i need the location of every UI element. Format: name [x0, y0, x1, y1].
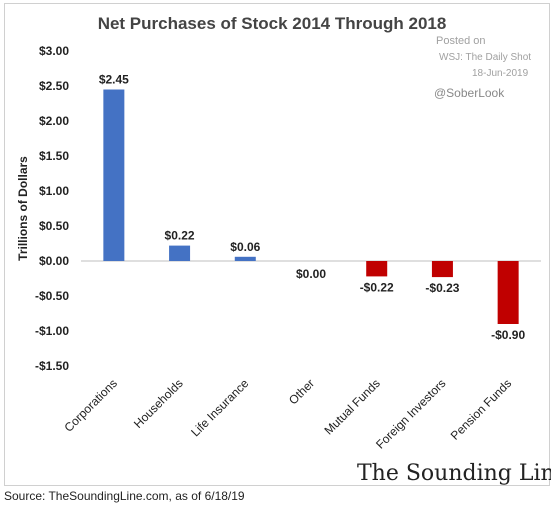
- date-note: 18-Jun-2019: [472, 68, 529, 79]
- bar-mutual-funds: [366, 261, 388, 277]
- y-tick-label: $0.50: [39, 219, 69, 233]
- chart-frame: Net Purchases of Stock 2014 Through 2018…: [4, 3, 551, 486]
- posted-on-note: Posted on: [436, 35, 486, 47]
- data-label: $0.06: [230, 240, 260, 254]
- y-tick-label: $1.50: [39, 149, 69, 163]
- data-label: $2.45: [99, 73, 129, 87]
- y-tick-label: $0.00: [39, 254, 69, 268]
- data-label: -$0.90: [491, 328, 525, 342]
- y-tick-label: -$0.50: [35, 289, 69, 303]
- category-label: Life Insurance: [188, 376, 251, 439]
- data-labels: $2.45 $0.22 $0.06 $0.00 -$0.22 -$0.23 -$0.90: [99, 73, 526, 343]
- brand-watermark: The Sounding Line.com: [357, 461, 551, 486]
- data-label: -$0.22: [360, 280, 394, 294]
- bar-foreign-investors: [431, 261, 453, 278]
- category-label: Foreign Investors: [373, 376, 448, 451]
- bar-households: [169, 245, 191, 261]
- bar-life-insurance: [234, 256, 256, 261]
- y-tick-label: -$1.50: [35, 359, 69, 373]
- y-tick-label: $2.00: [39, 114, 69, 128]
- data-label: $0.22: [165, 229, 195, 243]
- y-tick-label: -$1.00: [35, 324, 69, 338]
- category-label: Mutual Funds: [322, 376, 383, 437]
- y-tick-label: $3.00: [39, 44, 69, 58]
- category-label: Other: [286, 376, 317, 407]
- bar-chart: Net Purchases of Stock 2014 Through 2018…: [16, 14, 551, 486]
- data-label: -$0.23: [425, 281, 459, 295]
- publisher-note: WSJ: The Daily Shot: [439, 52, 531, 63]
- bar-corporations: [103, 89, 125, 261]
- source-note: Source: TheSoundingLine.com, as of 6/18/…: [4, 489, 245, 503]
- data-label: $0.00: [296, 267, 326, 281]
- bar-pension-funds: [497, 261, 519, 324]
- category-label: Households: [131, 376, 186, 431]
- y-axis-label: Trillions of Dollars: [16, 156, 30, 261]
- y-tick-label: $1.00: [39, 184, 69, 198]
- bars: [103, 89, 519, 324]
- y-axis-ticks: $3.00 $2.50 $2.00 $1.50 $1.00 $0.50 $0.00 -$0.5…: [35, 44, 69, 373]
- category-label: Corporations: [61, 376, 119, 434]
- y-tick-label: $2.50: [39, 79, 69, 93]
- category-labels: Corporations Households Life Insurance Othe…: [61, 376, 514, 452]
- category-label: Pension Funds: [448, 376, 515, 443]
- twitter-handle: @SoberLook: [434, 86, 505, 100]
- chart-title: Net Purchases of Stock 2014 Through 2018: [98, 14, 447, 33]
